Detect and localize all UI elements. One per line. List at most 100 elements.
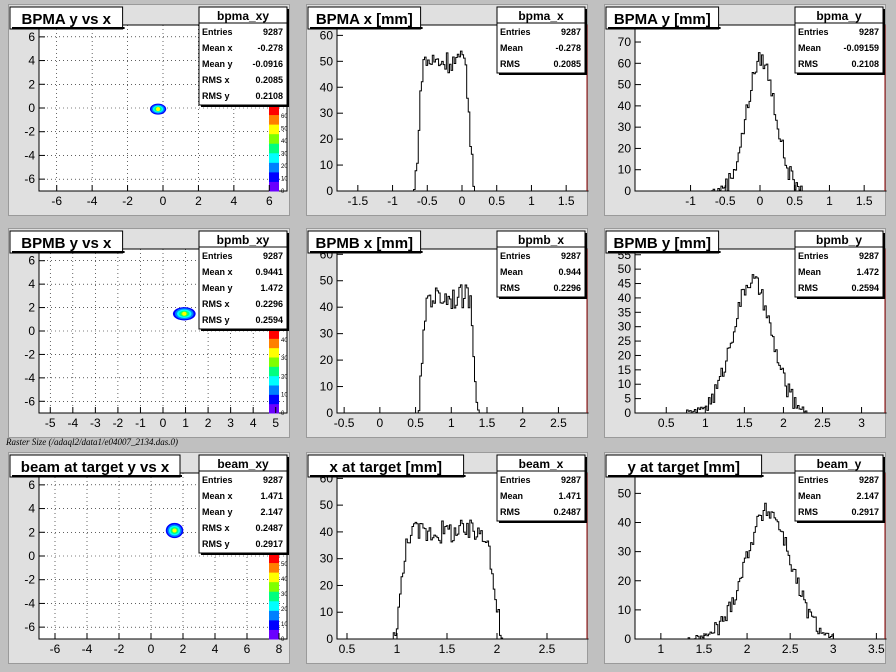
x-tick-label: -5 — [45, 416, 56, 430]
stats-value: 0.944 — [558, 267, 581, 277]
palette-swatch — [269, 403, 279, 414]
y-tick-label: 50 — [320, 274, 334, 288]
stats-box — [794, 454, 884, 522]
y-tick-label: 25 — [618, 334, 632, 348]
plot-panel-bpmb_xy: 0 10 20 30 40 -5 -4 -3 -2 -1 0 1 2 3 4 5 -6 -4 -2 0 2 4 6 BPMB … — [8, 228, 290, 438]
stats-key: Mean y — [202, 507, 233, 517]
x-tick-label: 1 — [528, 194, 535, 208]
stats-value: 9287 — [263, 475, 283, 485]
stats-name: bpmb_xy — [217, 233, 270, 247]
x-tick-label: 1 — [448, 416, 455, 430]
y-tick-label: 2 — [28, 301, 35, 315]
plot-panel-bpmb_x: -0.5 0 0.5 1 1.5 2 2.5 0 10 20 30 40 50 60 BPMB x [mm]… — [306, 228, 589, 438]
y-tick-label: 30 — [618, 545, 632, 559]
palette-swatch — [269, 600, 279, 611]
beam-spot — [156, 107, 161, 112]
plot-title: BPMB y vs x — [21, 235, 112, 252]
palette-tick-label: 20 — [281, 164, 288, 170]
plot-title: BPMA y vs x — [22, 11, 112, 28]
stats-key: RMS — [798, 59, 818, 69]
palette-swatch — [269, 347, 279, 358]
stats-key: Entries — [798, 475, 829, 485]
y-tick-label: 60 — [618, 56, 632, 70]
y-tick-label: 30 — [618, 320, 632, 334]
x-tick-label: -4 — [87, 194, 98, 208]
y-tick-label: 6 — [28, 254, 35, 268]
stats-value: 9287 — [859, 475, 879, 485]
x-tick-label: 0.5 — [658, 416, 675, 430]
x-tick-label: 2 — [205, 416, 212, 430]
x-tick-label: -2 — [122, 194, 133, 208]
y-tick-label: 15 — [618, 363, 632, 377]
stats-value: 0.2594 — [255, 315, 283, 325]
stats-key: Entries — [500, 251, 531, 261]
y-tick-label: 4 — [28, 277, 35, 291]
palette-tick-label: 40 — [281, 139, 288, 145]
stats-value: 0.2108 — [255, 91, 283, 101]
stats-key: Mean x — [202, 43, 233, 53]
y-tick-label: 60 — [320, 28, 334, 42]
y-tick-label: 20 — [320, 132, 334, 146]
y-tick-label: 50 — [618, 486, 632, 500]
title-shadow — [608, 475, 764, 477]
x-tick-label: 1.5 — [736, 416, 753, 430]
palette-tick-label: 30 — [281, 152, 288, 158]
palette-swatch — [269, 357, 279, 367]
stats-value: 2.147 — [260, 507, 283, 517]
x-tick-label: 0.5 — [488, 194, 505, 208]
palette-swatch — [269, 572, 279, 583]
stats-box — [496, 454, 586, 522]
y-tick-label: 70 — [618, 35, 632, 49]
x-tick-label: 1.5 — [558, 194, 575, 208]
stats-key: Mean — [798, 491, 821, 501]
y-tick-label: -4 — [24, 371, 35, 385]
y-tick-label: -4 — [24, 596, 35, 610]
stats-key: Entries — [798, 27, 829, 37]
stats-key: Entries — [500, 27, 531, 37]
stats-value: 0.2917 — [851, 507, 879, 517]
y-tick-label: 0 — [624, 406, 631, 420]
plot-svg: 0 10 20 30 40 -5 -4 -3 -2 -1 0 1 2 3 4 5 -6 -4 -2 0 2 4 6 BPMB … — [9, 230, 289, 430]
palette-swatch — [269, 329, 279, 339]
title-shadow — [310, 475, 466, 477]
palette-tick-label: 0 — [281, 411, 285, 417]
y-tick-label: -6 — [24, 620, 35, 634]
palette-swatch — [269, 171, 279, 182]
x-tick-label: 1 — [702, 416, 709, 430]
x-tick-label: 6 — [266, 194, 273, 208]
stats-value: 1.472 — [856, 267, 879, 277]
stats-value: 0.9441 — [255, 267, 283, 277]
title-shadow — [310, 27, 423, 29]
stats-key: Entries — [202, 27, 233, 37]
plot-svg: 0 10 20 30 40 50 60 -6 -4 -2 0 2 4 6 -6 -4 -2 0 2 4 6 BPMA y … — [9, 6, 289, 208]
stats-name: beam_x — [519, 457, 564, 471]
x-tick-label: 5 — [272, 416, 279, 430]
palette-tick-label: 0 — [281, 637, 285, 643]
stats-value: -0.0916 — [252, 59, 283, 69]
stats-value: 0.2085 — [553, 59, 581, 69]
histogram-line — [635, 52, 887, 192]
raster-caption: Raster Size (/adaql2/data1/e04007_2134.d… — [6, 437, 178, 447]
palette-swatch — [269, 338, 279, 349]
stats-box — [794, 230, 884, 298]
y-tick-label: 20 — [618, 141, 632, 155]
stats-value: -0.278 — [555, 43, 581, 53]
stats-name: bpma_xy — [217, 9, 269, 23]
palette-tick-label: 0 — [281, 189, 285, 195]
stats-key: Mean x — [202, 267, 233, 277]
stats-box — [794, 6, 884, 74]
y-tick-label: 0 — [326, 632, 333, 646]
stats-value: 9287 — [263, 251, 283, 261]
stats-value: 9287 — [859, 27, 879, 37]
palette-tick-label: 20 — [281, 374, 288, 380]
y-tick-label: 20 — [618, 348, 632, 362]
palette-swatch — [269, 619, 279, 630]
stats-key: RMS — [798, 507, 818, 517]
y-tick-label: 0 — [624, 632, 631, 646]
stats-name: beam_y — [817, 457, 862, 471]
x-tick-label: 1.5 — [696, 642, 713, 656]
x-tick-label: 1 — [182, 416, 189, 430]
stats-value: 9287 — [561, 251, 581, 261]
stats-key: RMS — [500, 283, 520, 293]
